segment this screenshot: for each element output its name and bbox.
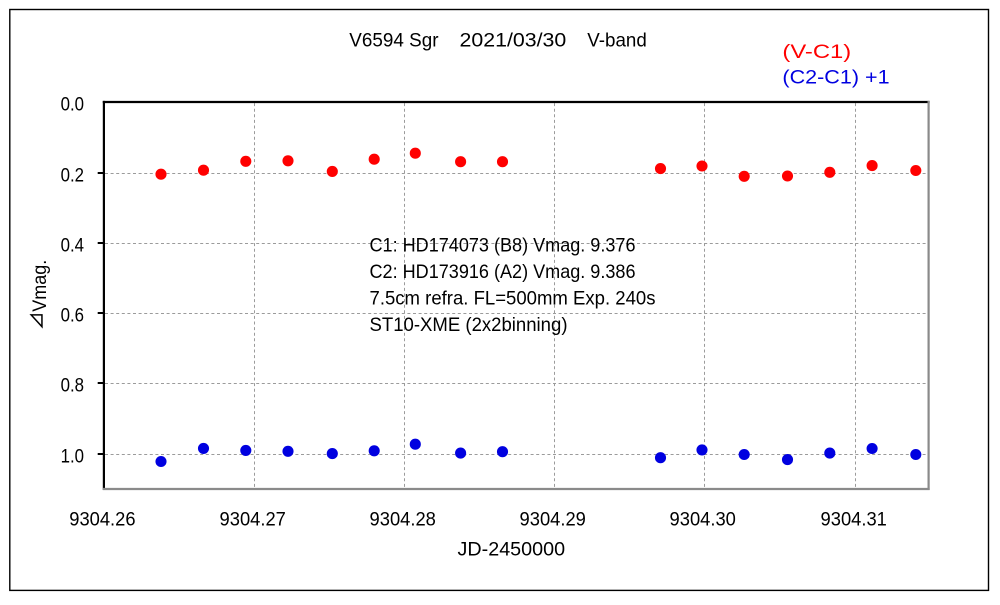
- svg-text:V-band: V-band: [587, 29, 647, 51]
- svg-text:0.8: 0.8: [61, 375, 84, 397]
- svg-text:ST10-XME (2x2binning): ST10-XME (2x2binning): [370, 314, 568, 336]
- svg-text:JD-2450000: JD-2450000: [458, 539, 566, 561]
- svg-text:9304.30: 9304.30: [670, 508, 736, 530]
- svg-text:9304.26: 9304.26: [69, 508, 135, 530]
- svg-text:C1: HD174073 (B8) Vmag. 9.376: C1: HD174073 (B8) Vmag. 9.376: [370, 235, 636, 257]
- svg-text:0.2: 0.2: [61, 165, 84, 187]
- svg-text:1.0: 1.0: [61, 446, 85, 468]
- svg-text:9304.31: 9304.31: [821, 508, 887, 530]
- svg-text:C2: HD173916 (A2) Vmag. 9.386: C2: HD173916 (A2) Vmag. 9.386: [370, 261, 636, 283]
- svg-text:9304.29: 9304.29: [520, 508, 586, 530]
- svg-text:0.0: 0.0: [61, 94, 85, 116]
- svg-text:9304.27: 9304.27: [220, 508, 286, 530]
- svg-text:2021/03/30: 2021/03/30: [460, 29, 567, 51]
- svg-text:9304.28: 9304.28: [370, 508, 436, 530]
- svg-text:(V-C1): (V-C1): [782, 41, 851, 63]
- svg-text:0.6: 0.6: [61, 305, 84, 327]
- svg-text:7.5cm refra. FL=500mm Exp. 24: 7.5cm refra. FL=500mm Exp. 240s: [370, 288, 656, 310]
- svg-text:(C2-C1) +1: (C2-C1) +1: [782, 67, 889, 89]
- svg-text:Vmag.: Vmag.: [29, 260, 51, 312]
- svg-text:V6594 Sgr: V6594 Sgr: [349, 29, 439, 51]
- svg-text:0.4: 0.4: [61, 235, 85, 257]
